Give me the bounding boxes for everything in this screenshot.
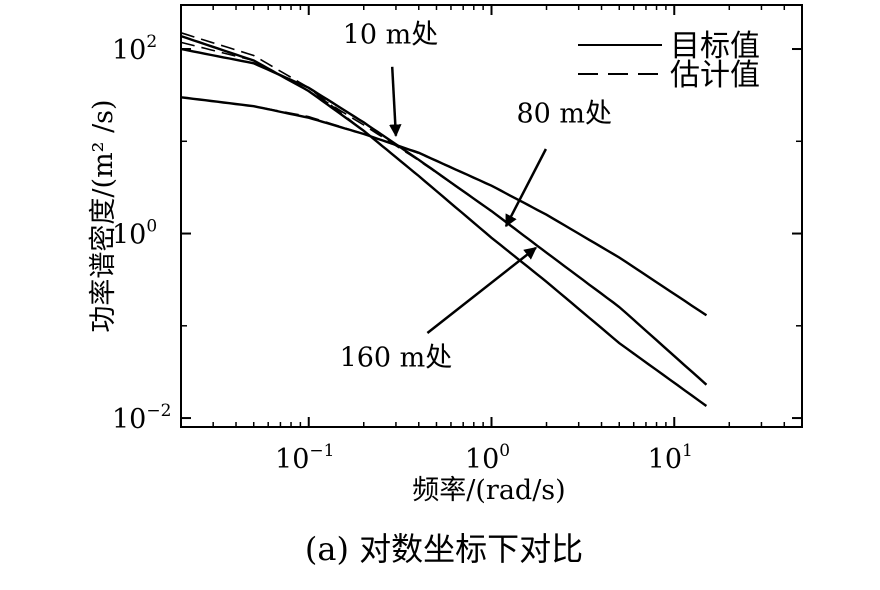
legend-label-estimate: 估计值 [670,58,760,93]
y-axis-label: 功率谱密度/(m² /s) [88,99,119,332]
series-line-5-dashed [180,32,707,407]
y-tick-label-0: 10−2 [112,401,171,435]
annotations: 10 m处 80 m处 160 m处 [340,19,612,373]
series-line-1-dashed [180,96,707,316]
legend: 目标值 估计值 [578,29,760,93]
x-axis-label: 频率/(rad/s) [412,475,565,506]
annotation-arrow-2 [426,246,537,334]
series-lines [180,32,708,407]
annotation-label-1: 80 m处 [516,98,612,129]
x-tick-label-0: 10−1 [275,441,334,475]
annotation-label-0: 10 m处 [343,19,439,50]
x-tick-label-2: 101 [648,441,693,475]
plot-frame [180,4,803,428]
figure-caption: (a) 对数坐标下对比 [305,530,583,568]
y-tick-label-2: 102 [112,32,157,66]
annotation-label-2: 160 m处 [340,343,453,374]
series-line-3-dashed [180,41,707,386]
annotation-arrow-1 [504,148,548,228]
annotation-arrow-0 [389,66,402,137]
legend-label-target: 目标值 [670,29,760,64]
x-tick-label-1: 100 [465,441,510,475]
series-line-2-solid [180,47,708,386]
series-line-0-solid [180,96,708,317]
